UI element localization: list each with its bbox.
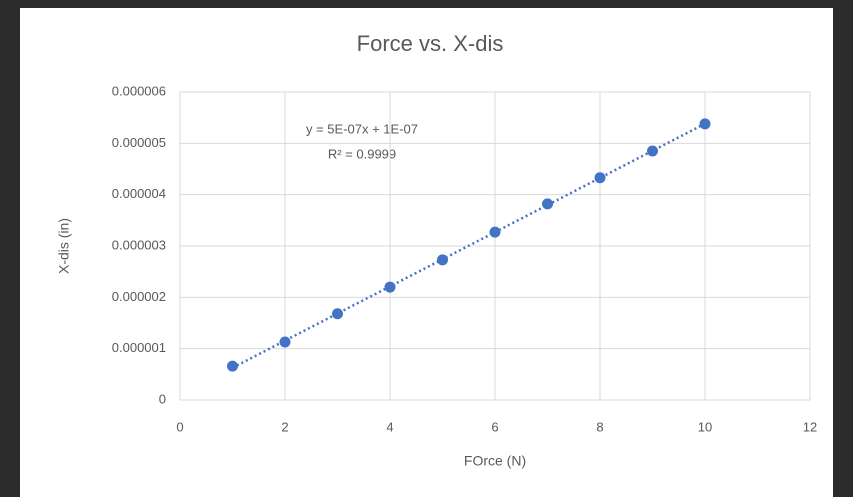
trendline — [231, 122, 706, 369]
y-tick-label: 0.000002 — [112, 289, 166, 304]
y-axis-label: X-dis (in) — [56, 218, 72, 274]
trendline-r2: R² = 0.9999 — [328, 146, 396, 161]
data-point — [489, 226, 501, 238]
y-tick-label: 0.000003 — [112, 237, 166, 252]
y-tick-label: 0.000001 — [112, 340, 166, 355]
x-tick-label: 8 — [596, 419, 603, 434]
data-point — [332, 308, 343, 320]
data-point — [227, 360, 238, 372]
data-point — [542, 198, 553, 210]
data-point — [384, 281, 396, 293]
y-tick-label: 0.000005 — [112, 135, 166, 150]
trendline-equation: y = 5E-07x + 1E-07 — [306, 121, 418, 136]
y-tick-label: 0 — [159, 391, 166, 406]
data-point — [699, 118, 711, 130]
data-point — [279, 336, 291, 348]
data-point — [647, 145, 658, 157]
x-axis-label: FOrce (N) — [464, 453, 526, 469]
data-point — [594, 172, 606, 184]
x-tick-label: 6 — [491, 419, 498, 434]
y-tick-label: 0.000004 — [112, 186, 166, 201]
x-tick-label: 12 — [803, 419, 817, 434]
x-tick-label: 0 — [176, 419, 183, 434]
data-point — [437, 254, 448, 266]
y-tick-label: 0.000006 — [112, 83, 166, 98]
chart-title: Force vs. X-dis — [357, 31, 504, 56]
x-tick-label: 4 — [386, 419, 393, 434]
chart-area — [20, 8, 833, 497]
x-tick-label: 10 — [698, 419, 712, 434]
x-tick-label: 2 — [281, 419, 288, 434]
